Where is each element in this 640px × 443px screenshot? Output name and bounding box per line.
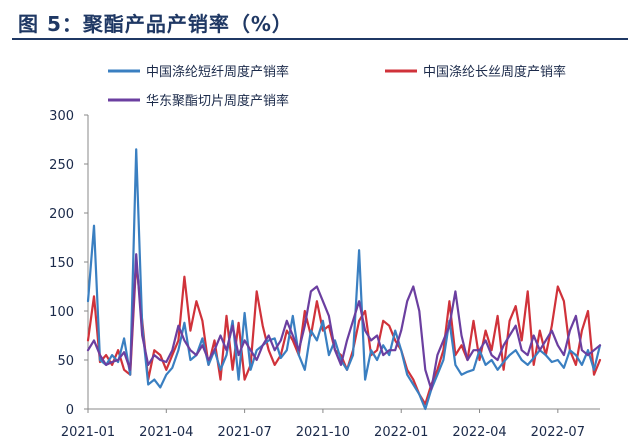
legend-label-3: 华东聚酯切片周度产销率 xyxy=(146,93,289,109)
x-tick-label: 2022-04 xyxy=(452,425,506,440)
chart-title: 图 5：聚酯产品产销率（%） xyxy=(18,12,293,36)
legend-label-1: 中国涤纶短纤周度产销率 xyxy=(146,64,289,80)
y-tick-label: 300 xyxy=(49,109,74,124)
x-tick-label: 2022-01 xyxy=(374,425,428,440)
y-tick-label: 50 xyxy=(57,354,74,369)
series-line-2 xyxy=(86,260,602,406)
y-tick-label: 250 xyxy=(49,158,74,173)
x-tick-label: 2021-01 xyxy=(61,425,115,440)
legend-label-2: 中国涤纶长丝周度产销率 xyxy=(423,64,566,80)
title-underline xyxy=(12,38,628,40)
y-tick-label: 150 xyxy=(49,256,74,271)
x-tick-label: 2021-07 xyxy=(217,425,271,440)
x-tick-label: 2021-10 xyxy=(296,425,350,440)
series-line-1 xyxy=(86,148,602,411)
title-bar: 图 5：聚酯产品产销率（%） xyxy=(0,0,640,46)
series-line-3 xyxy=(86,253,602,391)
y-tick-label: 100 xyxy=(49,305,74,320)
y-tick-label: 0 xyxy=(66,403,74,418)
x-tick-label: 2022-07 xyxy=(531,425,585,440)
series-layer xyxy=(86,148,602,411)
axes: 0 50 100 150 200 250 300 2021-01 2021-04 2021-07 2… xyxy=(49,109,600,440)
x-tick-label: 2021-04 xyxy=(139,425,193,440)
y-tick-label: 200 xyxy=(49,207,74,222)
